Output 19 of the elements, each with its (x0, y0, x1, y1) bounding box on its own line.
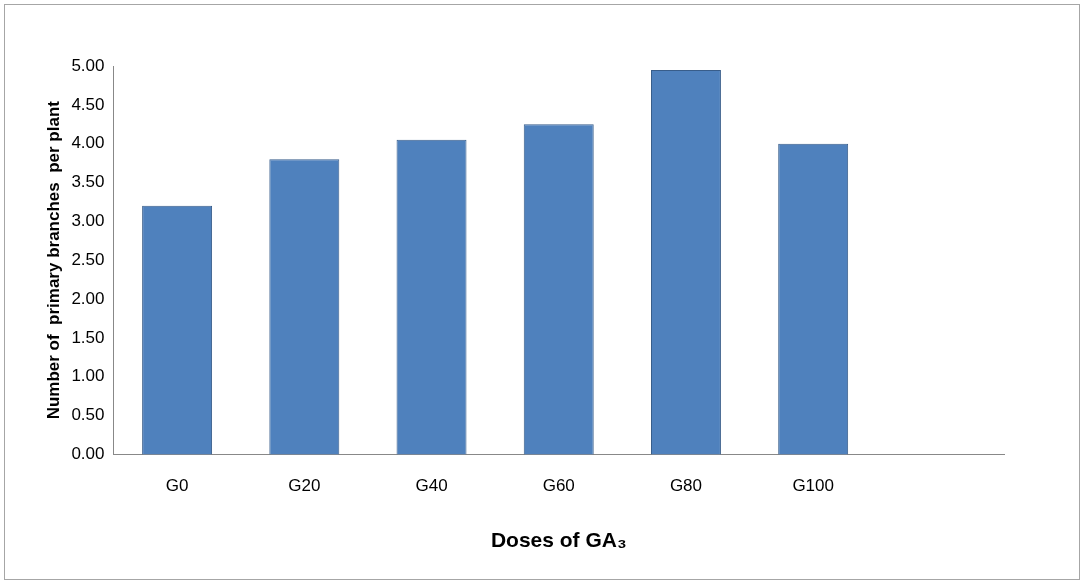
y-tick-label: 0.50 (71, 405, 105, 425)
x-tick-label: G80 (669, 476, 703, 496)
y-tick-label: 4.50 (71, 94, 105, 114)
x-tick-label: G100 (792, 476, 834, 496)
y-tick-label: 2.00 (71, 288, 105, 308)
y-tick-label: 1.50 (71, 327, 105, 347)
x-tick-label: G40 (415, 476, 448, 496)
y-tick-label: 0.00 (71, 444, 105, 464)
y-tick-label: 3.00 (71, 211, 105, 231)
y-tick-label: 5.00 (71, 55, 105, 75)
y-tick-label: 3.50 (71, 172, 105, 192)
y-tick-label: 2.50 (71, 249, 105, 269)
y-axis-title: Number of primary branches per plant (43, 100, 63, 420)
x-tick-label: G0 (165, 476, 189, 496)
x-tick-label: G60 (542, 476, 575, 496)
y-tick-label: 4.00 (71, 133, 105, 153)
x-tick-label: G20 (288, 476, 321, 496)
y-tick-label: 1.00 (71, 366, 105, 386)
x-axis-title: Doses of GA₃ (490, 528, 627, 552)
